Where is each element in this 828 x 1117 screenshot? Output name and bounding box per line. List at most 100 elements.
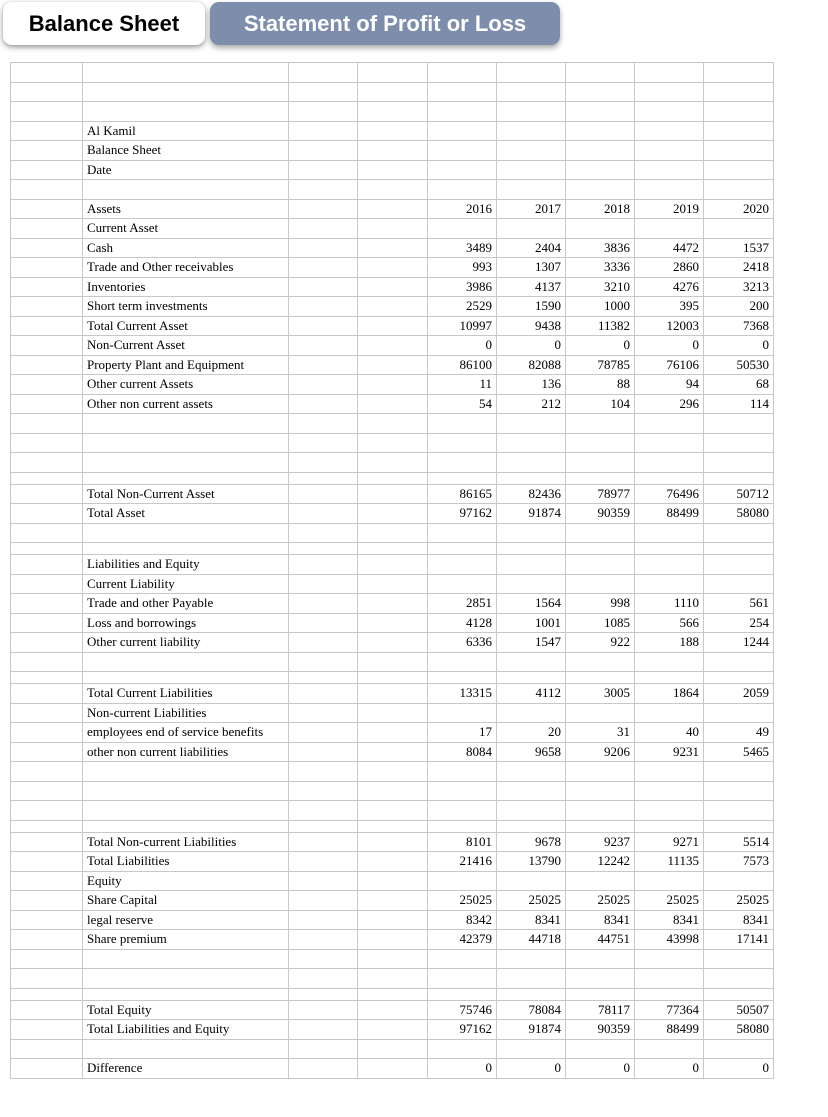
empty-cell (428, 988, 497, 1001)
empty-cell (428, 523, 497, 543)
value-cell: 212 (497, 394, 566, 414)
empty-cell (497, 523, 566, 543)
empty-cell (11, 543, 83, 555)
row-label-cell: employees end of service benefits (83, 723, 289, 743)
empty-cell (289, 1000, 358, 1020)
value-cell: 17141 (704, 930, 774, 950)
empty-cell (635, 414, 704, 434)
empty-cell (497, 672, 566, 684)
empty-cell (83, 543, 289, 555)
empty-cell (289, 160, 358, 180)
empty-cell (11, 781, 83, 801)
sheet-row (11, 969, 774, 989)
value-cell: 97162 (428, 504, 497, 524)
empty-cell (289, 523, 358, 543)
empty-cell (11, 820, 83, 833)
empty-cell (83, 453, 289, 473)
empty-cell (289, 238, 358, 258)
empty-cell (358, 1039, 428, 1059)
tab-statement-of-profit-or-loss[interactable]: Statement of Profit or Loss (210, 2, 560, 45)
value-cell: 2404 (497, 238, 566, 258)
empty-cell (704, 472, 774, 485)
sheet-row (11, 414, 774, 434)
value-cell: 25025 (428, 891, 497, 911)
empty-cell (704, 555, 774, 575)
empty-cell (635, 219, 704, 239)
sheet-row (11, 672, 774, 684)
value-cell: 88499 (635, 1020, 704, 1040)
empty-cell (566, 652, 635, 672)
value-cell: 13315 (428, 684, 497, 704)
empty-cell (497, 762, 566, 782)
value-cell: 11 (428, 375, 497, 395)
empty-cell (358, 258, 428, 278)
value-cell: 86165 (428, 484, 497, 504)
empty-cell (704, 160, 774, 180)
value-cell: 4472 (635, 238, 704, 258)
empty-cell (358, 472, 428, 485)
empty-cell (497, 63, 566, 83)
empty-cell (428, 180, 497, 200)
empty-cell (566, 820, 635, 833)
empty-cell (289, 652, 358, 672)
sheet-row: Liabilities and Equity (11, 555, 774, 575)
value-cell: 114 (704, 394, 774, 414)
empty-cell (358, 574, 428, 594)
value-cell: 7573 (704, 852, 774, 872)
sheet-row (11, 801, 774, 821)
value-cell: 11382 (566, 316, 635, 336)
empty-cell (566, 414, 635, 434)
value-cell: 88499 (635, 504, 704, 524)
row-label-cell: Non-current Liabilities (83, 703, 289, 723)
sheet-row (11, 820, 774, 833)
sheet-row (11, 988, 774, 1001)
empty-cell (566, 781, 635, 801)
value-cell: 3210 (566, 277, 635, 297)
value-cell: 75746 (428, 1000, 497, 1020)
empty-cell (497, 453, 566, 473)
empty-cell (11, 63, 83, 83)
empty-cell (635, 555, 704, 575)
row-label-cell: Balance Sheet (83, 141, 289, 161)
value-cell: 3489 (428, 238, 497, 258)
empty-cell (635, 453, 704, 473)
tab-balance-sheet[interactable]: Balance Sheet (3, 2, 205, 45)
empty-cell (289, 219, 358, 239)
empty-cell (83, 949, 289, 969)
empty-cell (497, 543, 566, 555)
value-cell: 86100 (428, 355, 497, 375)
value-cell: 90359 (566, 1020, 635, 1040)
empty-cell (704, 652, 774, 672)
empty-cell (11, 910, 83, 930)
value-cell: 8084 (428, 742, 497, 762)
value-cell: 0 (635, 336, 704, 356)
empty-cell (566, 555, 635, 575)
sheet-row: Short term investments 2529 1590 1000 395 200 (11, 297, 774, 317)
empty-cell (497, 219, 566, 239)
empty-cell (358, 63, 428, 83)
empty-cell (289, 723, 358, 743)
value-cell: 1244 (704, 633, 774, 653)
empty-cell (497, 141, 566, 161)
sheet-row: Total Equity 75746 78084 78117 77364 50507 (11, 1000, 774, 1020)
empty-cell (358, 723, 428, 743)
sheet-row: Balance Sheet (11, 141, 774, 161)
empty-cell (11, 82, 83, 102)
sheet-row: Other current Assets 11 136 88 94 68 (11, 375, 774, 395)
empty-cell (497, 703, 566, 723)
value-cell: 3836 (566, 238, 635, 258)
empty-cell (428, 949, 497, 969)
empty-cell (11, 297, 83, 317)
sheet-row (11, 523, 774, 543)
value-cell: 50507 (704, 1000, 774, 1020)
empty-cell (704, 988, 774, 1001)
value-cell: 566 (635, 613, 704, 633)
empty-cell (428, 969, 497, 989)
sheet-row: Cash 3489 2404 3836 4472 1537 (11, 238, 774, 258)
empty-cell (289, 988, 358, 1001)
empty-cell (11, 1039, 83, 1059)
sheet-row (11, 543, 774, 555)
empty-cell (566, 453, 635, 473)
value-cell: 88 (566, 375, 635, 395)
sheet-row: Total Current Asset 10997 9438 11382 12003 73… (11, 316, 774, 336)
